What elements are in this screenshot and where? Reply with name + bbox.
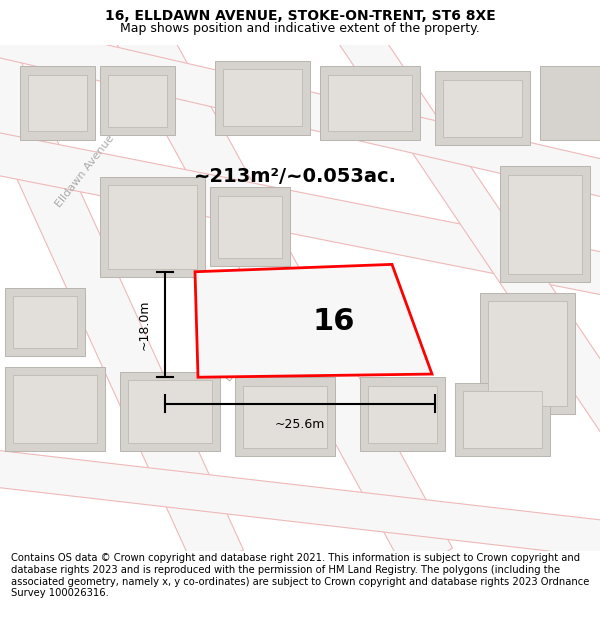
Polygon shape [100,66,175,134]
Text: ~213m²/~0.053ac.: ~213m²/~0.053ac. [193,168,397,186]
Polygon shape [195,264,432,378]
Polygon shape [320,66,420,140]
Polygon shape [435,71,530,145]
Polygon shape [5,288,85,356]
Polygon shape [100,177,205,277]
Text: Elldawn Avenue: Elldawn Avenue [54,134,116,209]
Polygon shape [108,185,197,269]
Text: Contains OS data © Crown copyright and database right 2021. This information is : Contains OS data © Crown copyright and d… [11,554,589,598]
Polygon shape [0,449,600,559]
Polygon shape [0,130,600,298]
Polygon shape [443,80,522,137]
Polygon shape [13,375,97,442]
Polygon shape [120,372,220,451]
Polygon shape [223,69,302,126]
Polygon shape [480,293,575,414]
Polygon shape [360,378,445,451]
Polygon shape [128,381,212,442]
Text: Elldawn Avenue: Elldawn Avenue [224,308,286,384]
Polygon shape [5,367,105,451]
Polygon shape [243,386,327,448]
Text: ~18.0m: ~18.0m [138,299,151,350]
Polygon shape [334,12,600,437]
Polygon shape [368,386,437,442]
Polygon shape [328,74,412,131]
Polygon shape [0,16,600,200]
Polygon shape [463,391,542,448]
Polygon shape [235,378,335,456]
Polygon shape [218,196,282,258]
Text: ~25.6m: ~25.6m [275,418,325,431]
Text: 16: 16 [313,308,355,336]
Polygon shape [20,66,95,140]
Polygon shape [0,22,244,574]
Text: 16, ELLDAWN AVENUE, STOKE-ON-TRENT, ST6 8XE: 16, ELLDAWN AVENUE, STOKE-ON-TRENT, ST6 … [104,9,496,23]
Polygon shape [215,61,310,134]
Polygon shape [13,296,77,348]
Polygon shape [455,382,550,456]
Polygon shape [540,66,600,140]
Polygon shape [488,301,567,406]
Polygon shape [210,188,290,266]
Polygon shape [108,74,167,128]
Polygon shape [28,74,87,131]
Polygon shape [107,0,452,576]
Polygon shape [508,175,582,274]
Polygon shape [500,166,590,282]
Text: Map shows position and indicative extent of the property.: Map shows position and indicative extent… [120,22,480,35]
